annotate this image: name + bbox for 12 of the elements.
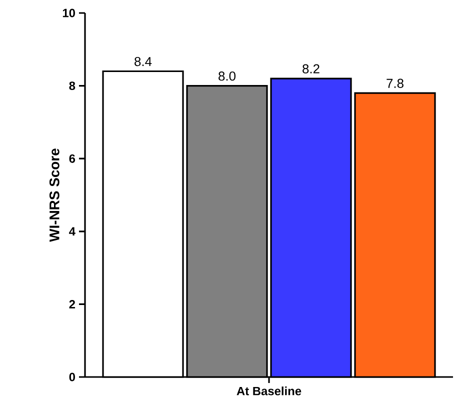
y-tick-label: 10 (62, 8, 75, 18)
y-tick-label: 0 (69, 372, 75, 382)
data-label: 7.8 (386, 78, 404, 88)
y-tick-label: 4 (69, 227, 76, 236)
data-label: 8.2 (302, 64, 320, 74)
x-tick-label: At Baseline (236, 386, 302, 396)
y-tick-label: 6 (69, 154, 76, 163)
y-tick-label: 2 (69, 300, 76, 308)
data-label: 8.0 (218, 72, 236, 81)
data-label: 8.4 (134, 56, 152, 66)
y-axis-title: WI-NRS Score (49, 148, 60, 242)
y-tick-label: 8 (69, 82, 76, 90)
